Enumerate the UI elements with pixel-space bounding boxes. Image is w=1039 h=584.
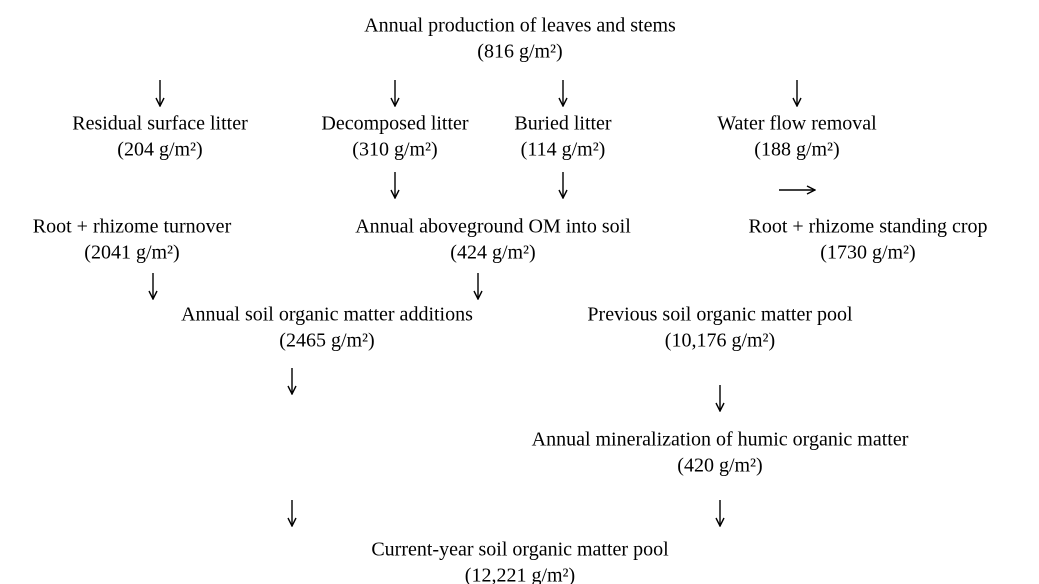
- node-value: (114 g/m²): [521, 139, 606, 161]
- node-label: Root + rhizome turnover: [33, 216, 232, 238]
- node-label: Previous soil organic matter pool: [587, 304, 853, 326]
- node-value: (2465 g/m²): [279, 330, 374, 352]
- node-value: (12,221 g/m²): [465, 565, 575, 584]
- node-value: (10,176 g/m²): [665, 330, 775, 352]
- node-value: (2041 g/m²): [84, 242, 179, 264]
- node-label: Root + rhizome standing crop: [748, 216, 987, 238]
- node-label: Annual production of leaves and stems: [364, 15, 676, 37]
- node-value: (816 g/m²): [477, 41, 562, 63]
- arrows: [153, 80, 815, 526]
- node-label: Annual aboveground OM into soil: [355, 216, 631, 238]
- node-label: Water flow removal: [717, 113, 877, 135]
- node-value: (420 g/m²): [677, 455, 762, 477]
- node-label: Annual mineralization of humic organic m…: [532, 429, 909, 451]
- node-value: (1730 g/m²): [820, 242, 915, 264]
- node-value: (204 g/m²): [117, 139, 202, 161]
- node-label: Current-year soil organic matter pool: [371, 539, 669, 561]
- node-label: Buried litter: [514, 113, 612, 135]
- node-label: Annual soil organic matter additions: [181, 304, 473, 326]
- node-label: Decomposed litter: [321, 113, 469, 135]
- node-value: (188 g/m²): [754, 139, 839, 161]
- node-label: Residual surface litter: [72, 113, 248, 135]
- node-value: (310 g/m²): [352, 139, 437, 161]
- node-value: (424 g/m²): [450, 242, 535, 264]
